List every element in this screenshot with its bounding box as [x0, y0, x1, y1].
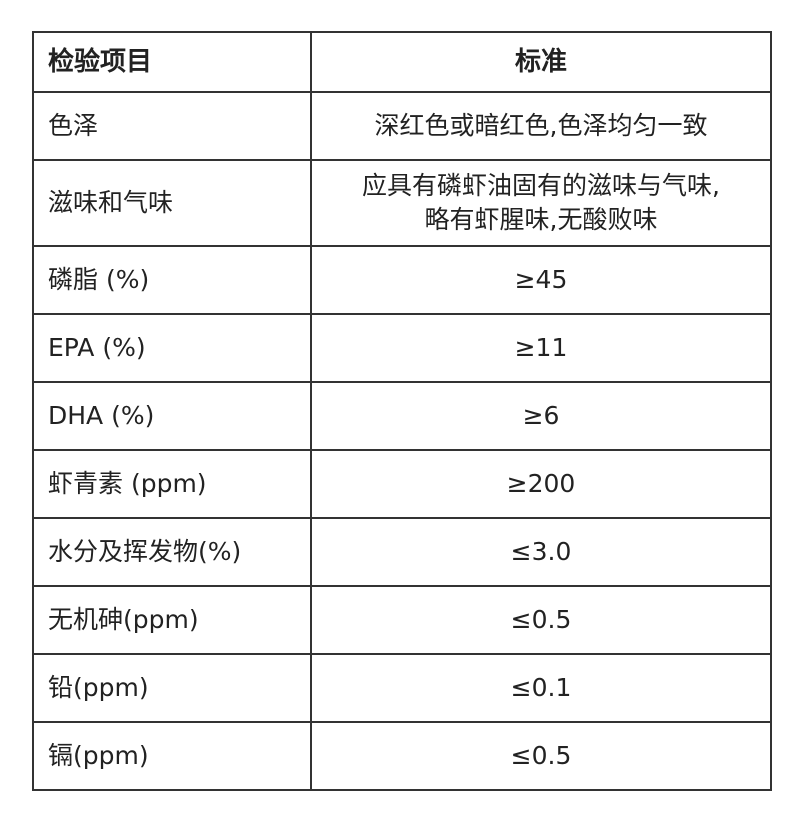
table-header-row: 检验项目 标准 [32, 31, 772, 93]
header-item: 检验项目 [32, 31, 312, 93]
standard-cell: ≤0.5 [310, 721, 772, 791]
table-row: EPA (%) ≥11 [32, 313, 772, 383]
table-row: DHA (%) ≥6 [32, 381, 772, 451]
header-standard: 标准 [310, 31, 772, 93]
item-cell: 磷脂 (%) [32, 245, 312, 315]
standard-cell: ≥200 [310, 449, 772, 519]
item-cell: EPA (%) [32, 313, 312, 383]
standard-cell: ≥6 [310, 381, 772, 451]
standard-cell: 应具有磷虾油固有的滋味与气味,略有虾腥味,无酸败味 [310, 159, 772, 247]
standards-table: 检验项目 标准 色泽 深红色或暗红色,色泽均匀一致 滋味和气味 应具有磷虾油固有… [32, 31, 772, 791]
item-cell: DHA (%) [32, 381, 312, 451]
table-row: 虾青素 (ppm) ≥200 [32, 449, 772, 519]
table-row: 滋味和气味 应具有磷虾油固有的滋味与气味,略有虾腥味,无酸败味 [32, 159, 772, 247]
table-row: 镉(ppm) ≤0.5 [32, 721, 772, 791]
item-cell: 滋味和气味 [32, 159, 312, 247]
item-cell: 无机砷(ppm) [32, 585, 312, 655]
standard-cell: ≥45 [310, 245, 772, 315]
item-cell: 铅(ppm) [32, 653, 312, 723]
table-row: 水分及挥发物(%) ≤3.0 [32, 517, 772, 587]
item-cell: 水分及挥发物(%) [32, 517, 312, 587]
table-row: 色泽 深红色或暗红色,色泽均匀一致 [32, 91, 772, 161]
table-row: 无机砷(ppm) ≤0.5 [32, 585, 772, 655]
item-cell: 色泽 [32, 91, 312, 161]
item-cell: 镉(ppm) [32, 721, 312, 791]
standard-cell: 深红色或暗红色,色泽均匀一致 [310, 91, 772, 161]
standard-cell: ≤0.5 [310, 585, 772, 655]
item-cell: 虾青素 (ppm) [32, 449, 312, 519]
table-row: 铅(ppm) ≤0.1 [32, 653, 772, 723]
table-row: 磷脂 (%) ≥45 [32, 245, 772, 315]
standard-cell: ≥11 [310, 313, 772, 383]
standard-cell: ≤0.1 [310, 653, 772, 723]
standard-cell: ≤3.0 [310, 517, 772, 587]
